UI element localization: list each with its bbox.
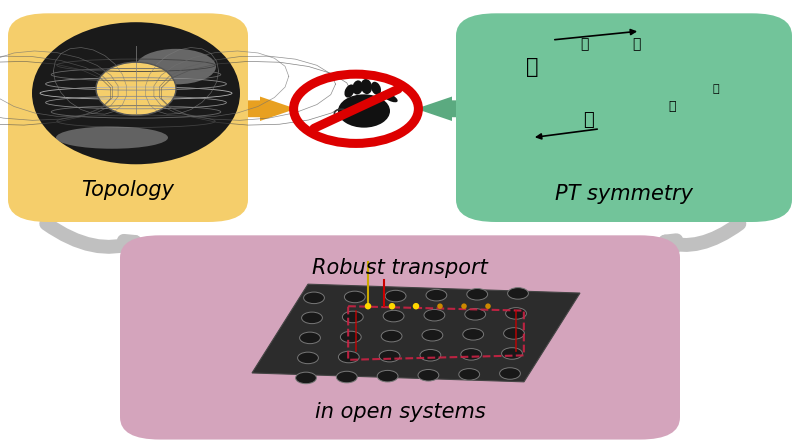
Circle shape [382,330,402,342]
Text: PT symmetry: PT symmetry [555,184,693,204]
Ellipse shape [338,95,390,128]
Ellipse shape [371,82,381,95]
Text: in open systems: in open systems [314,402,486,422]
Polygon shape [416,97,456,121]
Circle shape [459,369,480,380]
Circle shape [298,352,318,364]
Circle shape [507,288,528,299]
Text: 🦋: 🦋 [713,84,719,94]
FancyBboxPatch shape [456,13,792,222]
Circle shape [342,311,363,323]
Circle shape [337,371,357,383]
Ellipse shape [382,92,398,102]
FancyBboxPatch shape [120,235,680,440]
Circle shape [420,349,441,361]
Circle shape [304,292,325,304]
Text: Topology: Topology [82,180,174,200]
Text: 🦋: 🦋 [580,37,588,52]
Ellipse shape [136,49,216,84]
Point [410,303,422,310]
Text: 🦋: 🦋 [582,111,594,129]
Circle shape [386,290,406,302]
Point [434,303,446,310]
Circle shape [383,310,404,322]
Point [482,303,494,310]
Point [458,303,470,310]
Circle shape [467,289,488,300]
Polygon shape [248,97,296,121]
Circle shape [504,328,525,339]
Polygon shape [252,284,580,382]
FancyBboxPatch shape [8,13,248,222]
Circle shape [499,368,520,379]
Point [362,303,374,310]
Ellipse shape [361,79,372,94]
Ellipse shape [96,62,176,115]
Ellipse shape [32,22,240,164]
Circle shape [300,332,320,344]
Ellipse shape [352,80,363,95]
Circle shape [294,74,418,143]
Circle shape [296,372,316,384]
Text: 🦋: 🦋 [526,56,538,77]
Circle shape [502,348,522,359]
Circle shape [422,329,443,341]
Ellipse shape [56,127,168,149]
Circle shape [465,309,486,320]
Text: Robust transport: Robust transport [312,258,488,278]
Point [386,303,398,310]
Text: 🦋: 🦋 [668,100,676,113]
Circle shape [345,291,365,303]
Circle shape [506,308,526,319]
Circle shape [379,350,400,362]
Circle shape [341,331,362,343]
Circle shape [302,312,322,324]
Circle shape [378,370,398,382]
Circle shape [463,329,483,340]
Circle shape [461,349,482,360]
Circle shape [424,309,445,321]
Circle shape [426,289,447,301]
Ellipse shape [345,84,354,98]
Circle shape [338,351,359,363]
Text: 🦋: 🦋 [632,37,640,52]
Circle shape [418,369,439,381]
